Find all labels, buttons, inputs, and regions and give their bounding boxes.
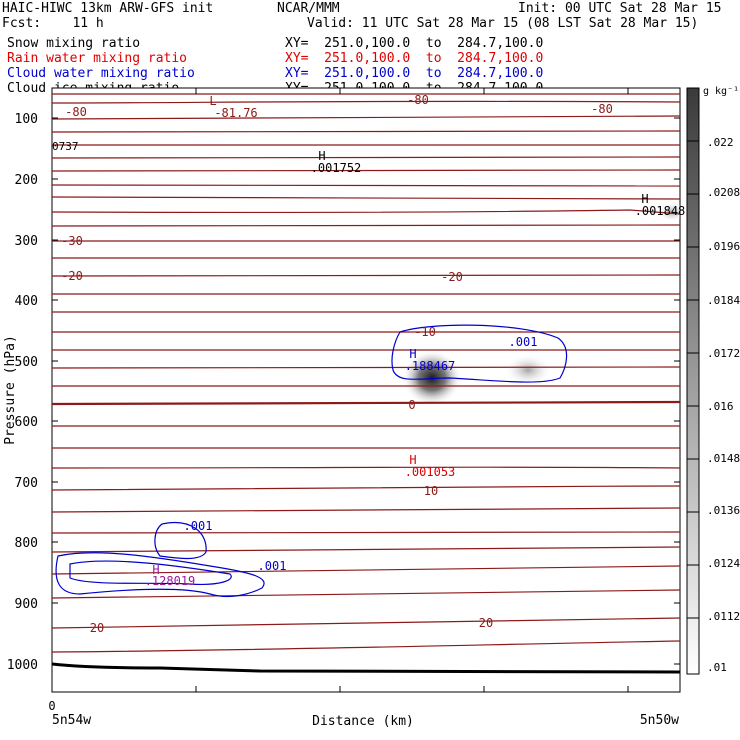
y-tick-label: 200	[15, 173, 38, 188]
field-cloudwater-xy: XY= 251.0,100.0 to 284.7,100.0	[285, 66, 544, 81]
colorbar-unit: g kg⁻¹	[703, 86, 739, 97]
center-label: NCAR/MMM	[277, 1, 340, 16]
init-time: Init: 00 UTC Sat 28 Mar 15	[518, 1, 722, 16]
isotherm-label: -80	[65, 105, 87, 119]
extremum-value: .001752	[311, 161, 362, 175]
extremum-kind: H	[641, 192, 648, 206]
y-tick-label: 1000	[7, 658, 38, 673]
isotherm-label: -10	[414, 325, 436, 339]
cloud-water-contour-label: .001	[509, 335, 538, 349]
isotherm-label: -30	[61, 234, 83, 248]
y-tick-label: 400	[15, 294, 38, 309]
snow-shading-secondary	[504, 354, 552, 386]
header: HAIC-HIWC 13km ARW-GFS init NCAR/MMM Ini…	[0, 0, 740, 100]
y-axis-ticks	[52, 117, 680, 665]
terrain-line	[52, 662, 680, 674]
extremum-value: .001053	[405, 465, 456, 479]
x-axis-ticks	[195, 88, 629, 692]
isotherm-label: -80	[407, 93, 429, 107]
colorbar-tick: .0196	[707, 240, 740, 253]
isotherm-label: 20	[479, 616, 493, 630]
colorbar-tick: .0184	[707, 294, 740, 307]
colorbar-tick: .0136	[707, 504, 740, 517]
field-snow-name: Snow mixing ratio	[7, 36, 141, 51]
isotherm-label: 10	[424, 484, 438, 498]
extremum-value: .128019	[145, 574, 196, 588]
field-cloudwater-name: Cloud water mixing ratio	[7, 66, 195, 81]
x-axis-title: Distance (km)	[312, 714, 414, 729]
left-edge-label: 0737	[52, 140, 79, 153]
colorbar-tick: .0172	[707, 347, 740, 360]
colorbar-tick: .0112	[707, 610, 740, 623]
colorbar	[686, 87, 700, 675]
extremum-value: -81.76	[214, 106, 257, 120]
extremum-kind: H	[409, 347, 416, 361]
temperature-contours	[52, 93, 680, 653]
colorbar-tick: .022	[707, 136, 734, 149]
colorbar-separators	[687, 140, 699, 619]
x-right-location: 5n50w	[640, 713, 679, 728]
x-left-location: 5n54w	[52, 713, 91, 728]
colorbar-tick: .0124	[707, 557, 740, 570]
extremum-value: .188467	[405, 359, 456, 373]
extremum-kind: H	[152, 563, 159, 577]
y-tick-label: 800	[15, 536, 38, 551]
snow-shading-edge	[658, 202, 680, 222]
cloud-water-contours	[55, 324, 568, 598]
extremum-kind: L	[209, 94, 216, 108]
colorbar-tick: .01	[707, 661, 727, 674]
y-tick-label: 700	[15, 476, 38, 491]
colorbar-tick: .016	[707, 400, 734, 413]
isotherm-label: -20	[61, 269, 83, 283]
colorbar-tick: .0148	[707, 452, 740, 465]
y-tick-label: 600	[15, 415, 38, 430]
isotherm-label: -80	[591, 102, 613, 116]
cloud-water-contour-label: .001	[184, 519, 213, 533]
plot-frame	[51, 87, 681, 693]
model-title: HAIC-HIWC 13km ARW-GFS init	[2, 1, 214, 16]
field-rain-xy: XY= 251.0,100.0 to 284.7,100.0	[285, 51, 544, 66]
colorbar-tick: .0208	[707, 186, 740, 199]
y-axis-title: Pressure (hPa)	[3, 335, 18, 445]
cloud-water-contour-label: .001	[258, 559, 287, 573]
extremum-kind: H	[318, 149, 325, 163]
isotherm-label: 0	[408, 398, 415, 412]
y-tick-label: 500	[15, 355, 38, 370]
y-tick-label: 900	[15, 597, 38, 612]
isotherm-label: -20	[441, 270, 463, 284]
y-tick-label: 300	[15, 234, 38, 249]
forecast-hour: Fcst: 11 h	[2, 16, 104, 31]
extremum-kind: H	[409, 453, 416, 467]
extremum-value: .001848	[635, 204, 686, 218]
valid-time: Valid: 11 UTC Sat 28 Mar 15 (08 LST Sat …	[307, 16, 699, 31]
field-rain-name: Rain water mixing ratio	[7, 51, 188, 66]
field-snow-xy: XY= 251.0,100.0 to 284.7,100.0	[285, 36, 544, 51]
isotherm-label: 20	[90, 621, 104, 635]
y-tick-label: 100	[15, 112, 38, 127]
x-zero-label: 0	[48, 699, 55, 713]
